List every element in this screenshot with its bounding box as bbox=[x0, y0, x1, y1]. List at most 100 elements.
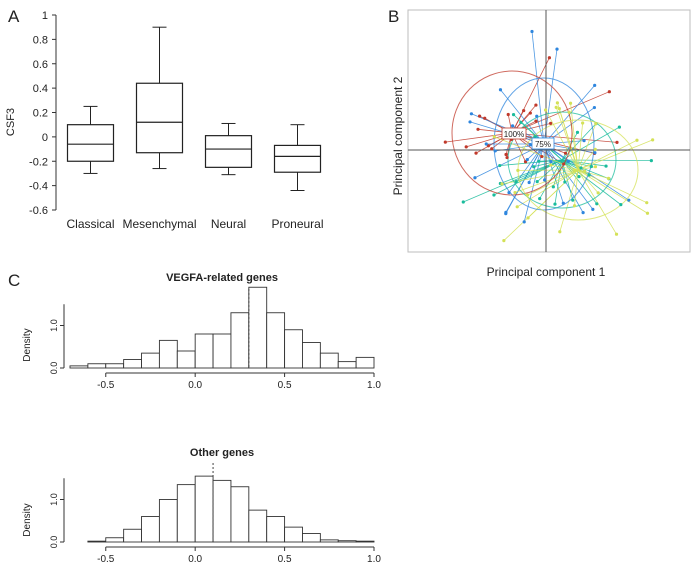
pca-point bbox=[484, 142, 488, 146]
histogram-bar bbox=[141, 352, 160, 369]
pca-point bbox=[515, 205, 519, 209]
pca-ray bbox=[516, 159, 563, 182]
pca-point bbox=[483, 116, 487, 120]
pca-point bbox=[519, 120, 523, 124]
boxplot-category-label: Mesenchymal bbox=[122, 217, 196, 231]
pca-point bbox=[553, 202, 557, 206]
pca-point bbox=[555, 101, 560, 105]
pca-point bbox=[594, 122, 598, 126]
boxplot-category-label: Proneural bbox=[271, 217, 323, 231]
pca-point bbox=[504, 152, 508, 157]
pca-ray bbox=[561, 159, 610, 180]
pca-point bbox=[566, 159, 570, 163]
pca-point bbox=[627, 198, 631, 202]
pca-point bbox=[593, 147, 597, 152]
pca-point bbox=[645, 211, 650, 215]
pca-point bbox=[591, 207, 595, 211]
pca-point bbox=[525, 157, 529, 162]
pca-ray bbox=[508, 143, 545, 193]
histogram-vegfa-ylabel: Density bbox=[22, 328, 33, 361]
pca-point bbox=[583, 169, 587, 173]
histogram-bar bbox=[248, 286, 268, 369]
pca-annotation-100: 100% bbox=[504, 130, 524, 139]
box-iqr bbox=[135, 82, 184, 154]
pca-point bbox=[527, 180, 531, 185]
boxplot-ytick-label: 0.8 bbox=[33, 34, 48, 46]
pca-point bbox=[561, 201, 565, 205]
pca-point bbox=[614, 232, 619, 236]
histogram-xtick-label: 0.5 bbox=[278, 380, 292, 391]
pca-point bbox=[593, 83, 597, 87]
histogram-bar bbox=[230, 486, 250, 543]
pca-point bbox=[490, 147, 494, 151]
histogram-vegfa-title: VEGFA-related genes bbox=[166, 272, 278, 284]
pca-point bbox=[558, 230, 562, 234]
pca-point bbox=[577, 174, 581, 179]
pca-point bbox=[523, 160, 528, 164]
pca-point bbox=[534, 119, 538, 123]
pca-point bbox=[649, 159, 653, 163]
pca-ray bbox=[503, 169, 579, 241]
histogram-xtick-label: 1.0 bbox=[367, 380, 381, 391]
pca-point bbox=[575, 130, 580, 134]
pca-ray bbox=[574, 169, 579, 206]
pca-point bbox=[537, 159, 541, 163]
pca-point bbox=[473, 176, 477, 180]
pca-point bbox=[511, 113, 516, 117]
pca-ray bbox=[505, 143, 545, 213]
pca-point bbox=[443, 140, 447, 144]
histogram-bar bbox=[194, 475, 214, 543]
pca-label-box-75 bbox=[531, 137, 555, 150]
pca-point bbox=[492, 193, 496, 197]
pca-point bbox=[533, 135, 537, 139]
boxplot-ytick-label: -0.4 bbox=[29, 181, 48, 193]
pca-point bbox=[528, 111, 532, 115]
boxplot-ytick-label: 0.2 bbox=[33, 108, 48, 120]
pca-point bbox=[617, 125, 621, 129]
histogram-bar bbox=[284, 329, 303, 369]
pca-point bbox=[619, 203, 623, 207]
pca-point bbox=[571, 198, 575, 202]
histogram-bar bbox=[176, 350, 196, 369]
pca-point bbox=[506, 112, 510, 117]
pca-point bbox=[651, 138, 655, 142]
pca-point bbox=[498, 88, 503, 92]
pca-point bbox=[492, 135, 496, 139]
histogram-bar bbox=[158, 499, 178, 543]
pca-ray bbox=[577, 169, 599, 194]
pca-ray bbox=[577, 169, 648, 214]
pca-ellipse-classical bbox=[493, 77, 595, 211]
histogram-bar bbox=[284, 526, 303, 543]
pca-point bbox=[511, 124, 515, 128]
pca-point bbox=[468, 120, 472, 124]
pca-point bbox=[557, 106, 561, 111]
histogram-bar bbox=[355, 356, 375, 369]
histogram-xtick-label: 0.0 bbox=[188, 380, 202, 391]
pca-point bbox=[505, 155, 509, 160]
boxplot-ytick-label: 0.6 bbox=[33, 59, 48, 71]
pca-point bbox=[502, 238, 506, 243]
histogram-bar bbox=[87, 540, 107, 543]
histogram-ytick-label: 1.0 bbox=[49, 319, 59, 332]
pca-ray bbox=[577, 122, 584, 171]
histogram-ytick-label: 0.0 bbox=[49, 362, 59, 375]
box-neural bbox=[204, 122, 253, 176]
pca-ellipse-neural bbox=[507, 111, 617, 209]
histogram-xtick-label: -0.5 bbox=[97, 380, 115, 391]
pca-point bbox=[567, 110, 571, 114]
pca-point bbox=[525, 193, 530, 197]
histogram-bar bbox=[212, 479, 232, 543]
pca-point bbox=[615, 140, 619, 145]
box-iqr bbox=[66, 124, 115, 162]
panel-label-a: A bbox=[8, 7, 20, 26]
histogram-bar bbox=[337, 361, 357, 369]
pca-annotation-75: 75% bbox=[535, 140, 551, 149]
pca-point bbox=[461, 200, 465, 204]
pca-label-box-100 bbox=[501, 127, 527, 140]
pca-point bbox=[562, 162, 566, 166]
pca-panel: 100% 75% Principal component 1 Principal… bbox=[391, 9, 691, 279]
pca-ellipses bbox=[451, 70, 639, 221]
histogram-bar bbox=[105, 363, 125, 369]
boxplot-ytick-label: 0 bbox=[42, 132, 48, 144]
